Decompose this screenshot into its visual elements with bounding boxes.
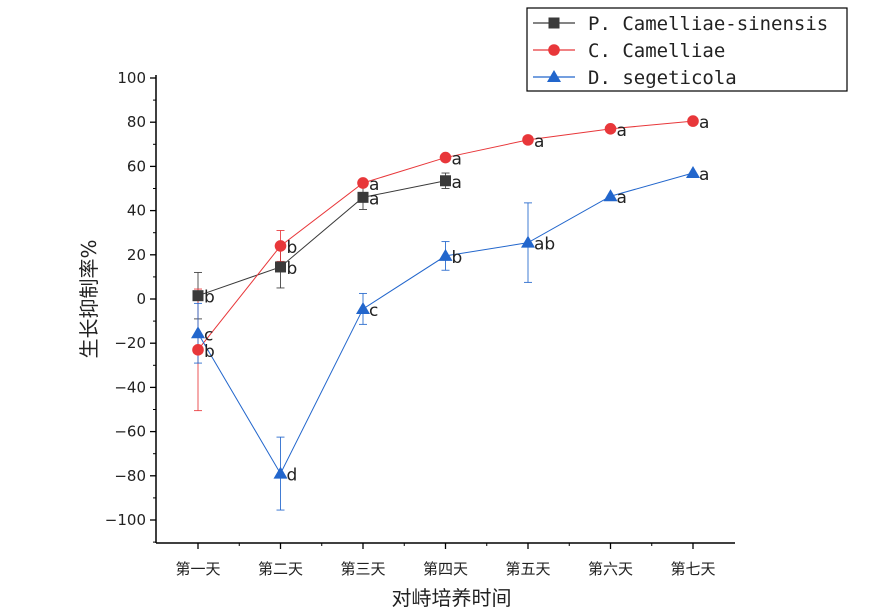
significance-label: a	[699, 165, 709, 185]
data-point	[522, 134, 534, 146]
data-point	[604, 123, 617, 135]
y-tick-label: 60	[127, 157, 146, 175]
y-tick-label: −20	[114, 334, 146, 352]
legend-entry: P. Camelliae-sinensis	[588, 13, 828, 35]
significance-label: b	[204, 288, 215, 308]
series-line	[197, 180, 446, 297]
data-point	[273, 466, 288, 479]
series-markers	[191, 115, 700, 479]
significance-label: a	[369, 175, 379, 195]
data-point	[192, 344, 204, 356]
data-point	[357, 191, 369, 203]
legend-box	[526, 7, 848, 92]
series-line	[197, 172, 694, 475]
x-category-label: 第七天	[670, 560, 715, 578]
data-point	[687, 115, 699, 127]
significance-label: a	[369, 189, 379, 209]
significance-label: a	[452, 150, 462, 170]
significance-label: a	[617, 188, 627, 208]
significance-label: b	[287, 238, 298, 258]
significance-label: c	[369, 301, 378, 321]
data-point	[439, 151, 452, 164]
significance-label: a	[452, 173, 462, 193]
legend-marker	[548, 17, 560, 29]
significance-label: d	[287, 466, 298, 486]
x-category-label: 第五天	[505, 560, 550, 578]
significance-label: b	[287, 259, 298, 279]
significance-label: ab	[534, 235, 555, 255]
y-tick-label: 100	[117, 69, 146, 87]
y-tick-label: 0	[136, 290, 146, 308]
y-tick-label: −40	[114, 378, 146, 396]
y-tick-label: −80	[114, 467, 146, 485]
significance-label: a	[617, 121, 627, 141]
significance-label: b	[204, 342, 215, 362]
data-point	[521, 235, 535, 248]
significance-label: a	[534, 132, 544, 152]
significance-label: c	[204, 325, 213, 345]
x-category-label: 第六天	[588, 560, 633, 578]
error-bars	[194, 172, 532, 511]
significance-label: a	[699, 113, 709, 133]
x-axis-title: 对峙培养时间	[392, 586, 512, 610]
y-tick-label: −60	[114, 423, 146, 441]
x-category-label: 第三天	[340, 560, 385, 578]
data-point	[274, 240, 287, 252]
y-axis-title: 生长抑制率%	[77, 239, 101, 358]
data-point	[356, 301, 370, 314]
data-point	[275, 261, 286, 273]
y-tick-label: −100	[105, 511, 146, 529]
data-point	[438, 248, 453, 261]
data-point	[440, 175, 451, 187]
y-tick-label: 80	[127, 113, 146, 131]
x-category-label: 第二天	[258, 560, 303, 578]
y-tick-label: 40	[127, 202, 146, 220]
axes: −100 −80 −60 −40 −20 0 20 40 60 80 100 第一天 第二天 第三天 第四天…	[105, 69, 735, 578]
data-point	[192, 290, 204, 302]
data-point	[357, 177, 369, 189]
legend-entry: D. segeticola	[588, 67, 737, 89]
x-category-label: 第一天	[175, 560, 220, 578]
data-point	[603, 189, 618, 202]
legend-entry: C. Camelliae	[588, 40, 725, 62]
legend-marker	[547, 70, 561, 82]
data-point	[686, 166, 700, 179]
legend: P. Camelliae-sinensis C. Camelliae D. sege…	[526, 7, 848, 92]
x-category-label: 第四天	[423, 560, 468, 578]
data-point	[191, 326, 205, 339]
legend-marker	[548, 44, 560, 56]
y-tick-label: 20	[127, 246, 146, 264]
significance-label: b	[452, 248, 463, 268]
